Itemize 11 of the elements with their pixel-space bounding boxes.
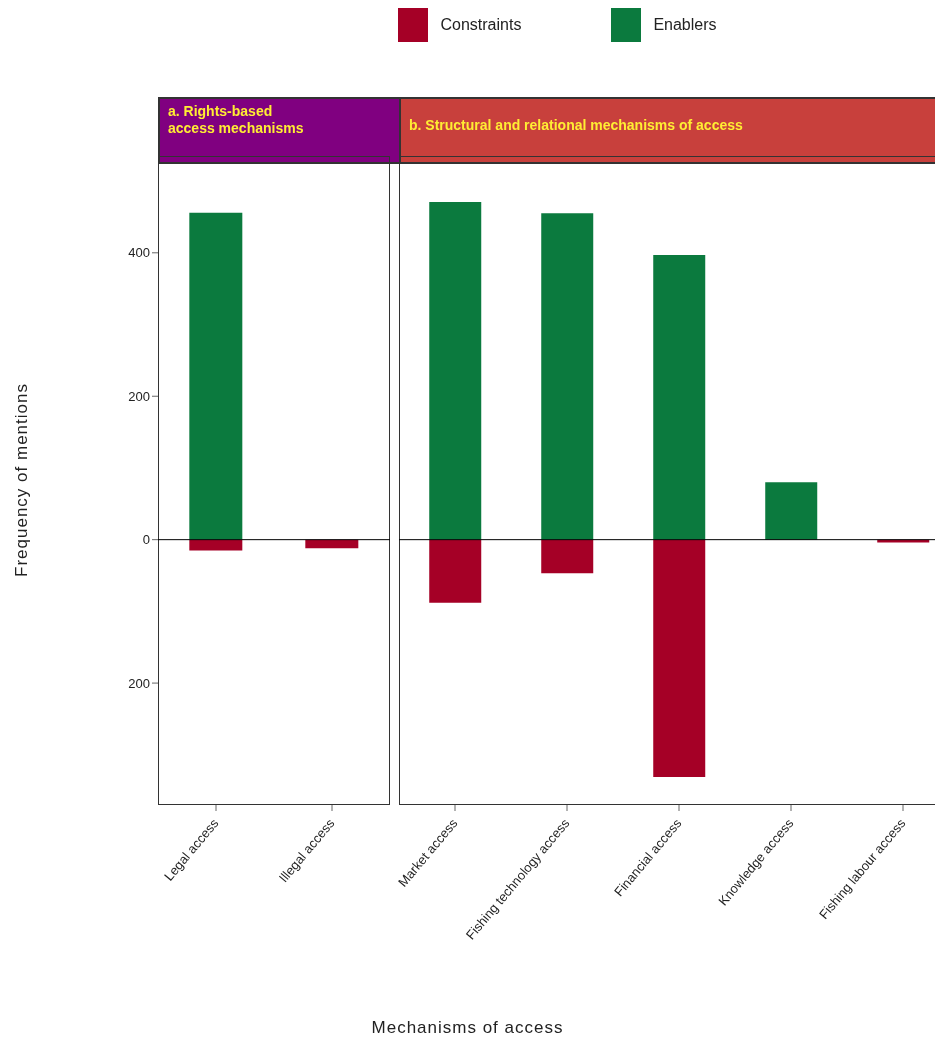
- legend-label: Enablers: [653, 16, 717, 34]
- y-tick-label: 0: [142, 532, 150, 548]
- y-axis-title: Frequency of mentions: [12, 383, 32, 577]
- panel-header: b. Structural and relational mechanisms of access: [399, 97, 935, 164]
- legend-label: Constraints: [440, 16, 522, 34]
- y-tick-label: 200: [128, 675, 150, 691]
- y-tick-label: 400: [128, 245, 150, 261]
- chart-title: a. Rights-based access mechanisms: [168, 103, 305, 137]
- chart-title: b. Structural and relational mechanisms of access: [409, 116, 744, 134]
- x-axis-title: Mechanisms of access: [370, 1018, 565, 1038]
- y-tick-label: 200: [128, 388, 150, 404]
